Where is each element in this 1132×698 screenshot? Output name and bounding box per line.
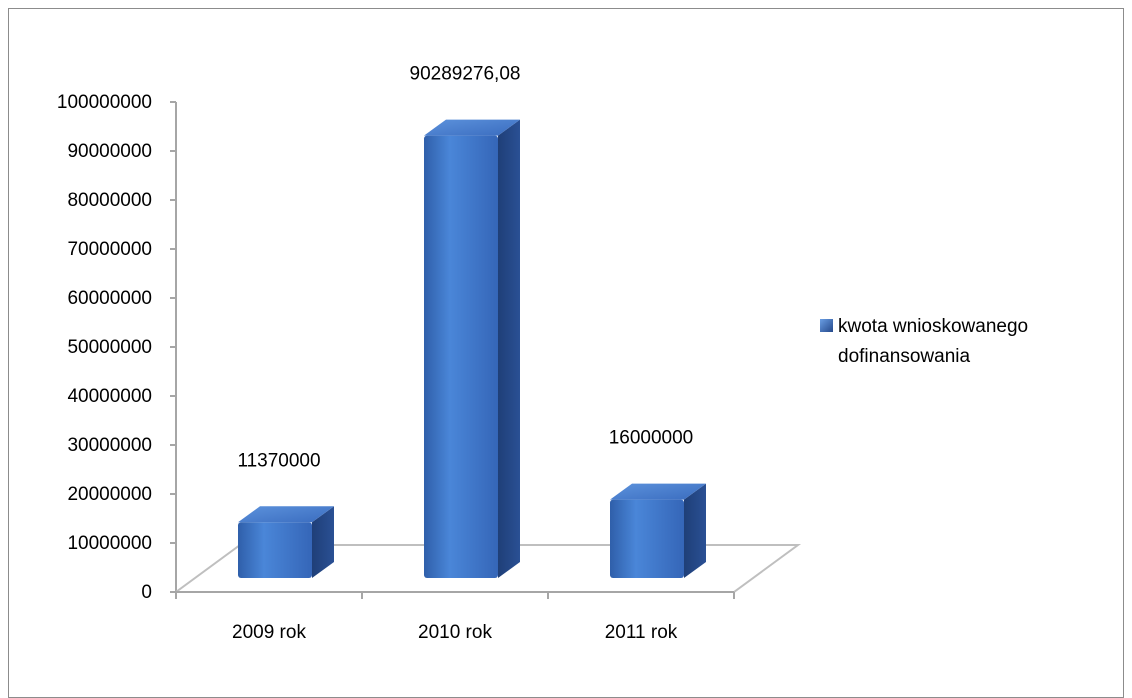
bar-top <box>424 119 520 136</box>
bars-layer <box>238 119 706 578</box>
bar-top <box>238 506 334 523</box>
bar-front <box>424 135 498 578</box>
y-tick-label: 50000000 <box>67 337 152 358</box>
x-tick-label: 2009 rok <box>232 622 306 643</box>
bar-front <box>238 522 312 578</box>
data-label: 16000000 <box>609 428 694 449</box>
x-tick-label: 2011 rok <box>605 622 678 643</box>
y-tick-label: 20000000 <box>67 484 152 505</box>
bar-side <box>498 119 520 578</box>
y-tick-label: 0 <box>141 582 152 603</box>
y-tick-label: 10000000 <box>67 533 152 554</box>
y-tick-label: 60000000 <box>67 288 152 309</box>
legend-swatch <box>820 319 833 332</box>
chart-root: 0 10000000 20000000 30000000 40000000 5000000… <box>8 8 1124 698</box>
bar-2011-rok <box>610 483 706 578</box>
data-label: 11370000 <box>237 450 320 471</box>
bar-2009-rok <box>238 506 334 578</box>
y-tick-label: 100000000 <box>57 92 152 113</box>
axes-layer: 0 10000000 20000000 30000000 40000000 5000000… <box>57 92 802 603</box>
y-tick-label: 40000000 <box>67 386 152 407</box>
y-tick-label: 80000000 <box>67 190 152 211</box>
y-tick-label: 90000000 <box>67 141 152 162</box>
bar-side <box>684 483 706 578</box>
legend: kwota wnioskowanego dofinansowania <box>820 316 1028 367</box>
data-label: 90289276,08 <box>410 64 521 85</box>
bar-side <box>312 506 334 578</box>
legend-entry-line-1: kwota wnioskowanego <box>838 316 1028 337</box>
labels-layer: 2009 rok 2010 rok 2011 rok 11370000 90289276… <box>232 64 693 643</box>
y-tick-label: 70000000 <box>67 239 152 260</box>
chart-frame <box>8 8 1124 698</box>
y-tick-label: 30000000 <box>67 435 152 456</box>
bar-2010-rok <box>424 119 520 578</box>
bar-front <box>610 499 684 578</box>
x-tick-label: 2010 rok <box>418 622 492 643</box>
bar-top <box>610 483 706 500</box>
bar-chart: 0 10000000 20000000 30000000 40000000 5000000… <box>57 64 1028 643</box>
legend-entry-line-2: dofinansowania <box>838 346 970 367</box>
